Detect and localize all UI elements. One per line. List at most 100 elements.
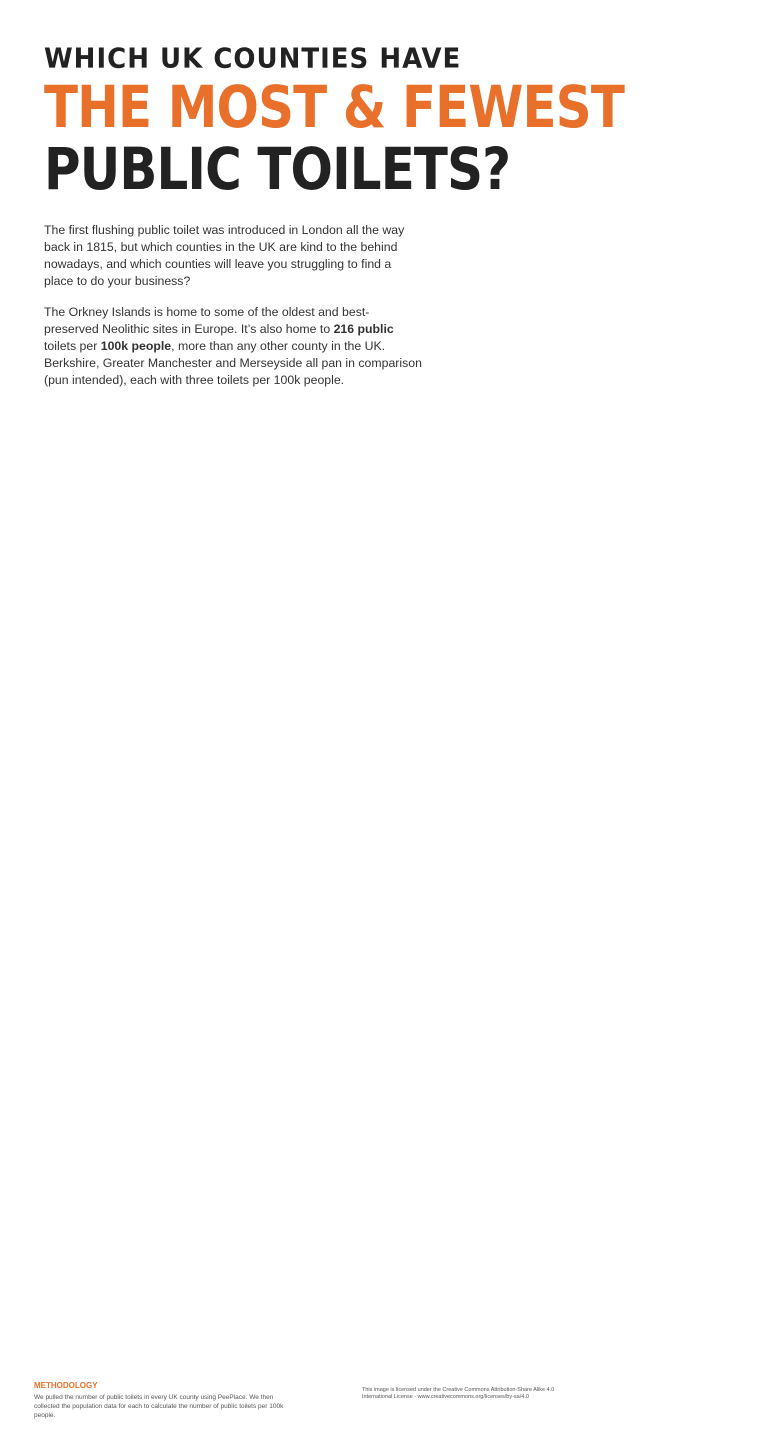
- county-marker: [283, 815, 305, 837]
- county-name: ESSEX: [588, 1171, 608, 1177]
- county-name: FIFE: [505, 706, 519, 712]
- county-value: 11: [620, 1109, 637, 1123]
- county-value: 11: [252, 879, 269, 893]
- county-name: NORTH LANARKSHIRE: [131, 829, 200, 835]
- county-value: 14: [504, 729, 521, 743]
- county-value: 8: [576, 649, 584, 663]
- county-marker: [679, 657, 701, 679]
- county-name: BLAENAU GWENT: [605, 551, 660, 557]
- county-marker: [305, 640, 327, 662]
- county-marker: [387, 580, 409, 602]
- county-name: NOTTING-HAMSHIRE: [582, 926, 647, 932]
- county-value: 7: [556, 884, 564, 898]
- county-name: CARDIFF: [631, 671, 658, 677]
- county-value: 7: [610, 904, 618, 918]
- county-value: 16: [572, 764, 589, 778]
- county-value: 8: [686, 661, 694, 675]
- county-name: DURHAM: [511, 869, 540, 875]
- county-marker: [514, 843, 536, 865]
- county-value: 16: [667, 529, 684, 543]
- intro-paragraph: The first flushing public toilet was int…: [44, 223, 405, 288]
- county-value: 28: [404, 889, 421, 903]
- county-marker: [645, 990, 667, 1012]
- county-value: 9: [406, 1211, 414, 1225]
- county-name: COUNTY ARMAGH: [151, 1014, 207, 1020]
- county-name: DUNDEE: [412, 681, 438, 687]
- county-name: WORCESTER-SHIRE: [692, 501, 753, 507]
- county-value: 38: [365, 709, 382, 723]
- county-name: PERTH & KINROSS: [344, 731, 401, 737]
- county-name: GREATER MANCHESTER: [333, 956, 407, 962]
- county-marker: [619, 740, 641, 762]
- county-value: 3: [599, 1272, 607, 1286]
- county-value: 87: [542, 439, 559, 453]
- county-marker: [206, 1005, 228, 1027]
- county-value: 18: [504, 684, 521, 698]
- county-name: NORTH YORKSHIRE: [482, 941, 542, 947]
- county-value: 8: [576, 704, 584, 718]
- county-name: STIRLING: [205, 701, 235, 707]
- county-value: 11: [127, 892, 144, 906]
- license-text: This image is licensed under the Creativ…: [362, 1387, 555, 1400]
- county-marker: [664, 1208, 686, 1230]
- county-marker: [579, 540, 601, 562]
- county-name: SURREY: [677, 1281, 703, 1287]
- county-marker: [692, 1117, 714, 1139]
- county-name: EAST LOTHIAN: [542, 816, 588, 822]
- county-marker: [429, 945, 451, 967]
- county-marker: [124, 888, 146, 910]
- county-value: 52: [297, 1264, 314, 1278]
- county-marker: [101, 720, 123, 742]
- county-value: 25: [552, 1049, 569, 1063]
- county-value: 8: [436, 949, 444, 963]
- county-marker: [572, 378, 594, 400]
- county-marker: [168, 988, 190, 1010]
- county-name: MERTHYR TYDFIL: [553, 726, 608, 732]
- county-marker: [435, 1235, 457, 1257]
- county-value: 15: [267, 849, 284, 863]
- county-value: 17: [682, 421, 699, 435]
- county-marker: [199, 810, 221, 832]
- county-name: WARWICK-SHIRE: [459, 1116, 511, 1122]
- county-marker: [647, 1160, 669, 1182]
- county-name: WEST DUNBARTONSHIRE: [121, 763, 200, 769]
- text: toilets per: [44, 339, 101, 353]
- county-name: SHROP-SHIRE: [658, 503, 701, 509]
- county-marker: [449, 830, 471, 852]
- county-marker: [179, 852, 201, 874]
- title-line: PUBLIC TOILETS?: [44, 135, 511, 203]
- county-marker: [569, 700, 591, 722]
- county-marker: [264, 845, 286, 867]
- county-name: MIDLOTHIAN: [490, 796, 530, 802]
- county-name: DUMFRIES & GALLOWA: [337, 886, 410, 892]
- landmass: [134, 395, 739, 1323]
- county-marker: [249, 875, 271, 897]
- legend: TOILETS PER 100K POPULATION FEWEST MOST: [43, 417, 345, 477]
- county-name: EAST SUSSEX: [654, 1234, 697, 1240]
- county-name: SHETLAND ISLANDS: [447, 436, 510, 442]
- county-name: CHESHIRE: [469, 1036, 501, 1042]
- county-value: 7: [664, 399, 672, 413]
- county-name: POWYS: [620, 511, 643, 517]
- county-marker: [609, 403, 631, 425]
- county-name: HAMPSHIRE: [534, 1296, 572, 1302]
- county-value: 12: [604, 1199, 621, 1213]
- county-value: 33: [286, 819, 303, 833]
- county-name: COUNTY DOWN: [193, 1031, 241, 1037]
- methodology-text: We pulled the number of public toilets i…: [34, 1394, 284, 1419]
- county-name: LINCOLNSHIRE: [565, 961, 612, 967]
- county-value: 216: [423, 484, 448, 498]
- county-marker: [119, 775, 141, 797]
- county-name: WILT-SHIRE: [444, 1211, 479, 1217]
- county-marker: [554, 790, 576, 812]
- county-name: BUCKINGHAMSHIRE: [672, 1114, 734, 1120]
- county-value: 12: [417, 659, 434, 673]
- county-name: MONMOUTH-SHIRE: [688, 589, 748, 595]
- county-name: GREATER LONDON: [629, 1186, 687, 1192]
- county-value: 5: [366, 504, 374, 518]
- county-value: 27: [122, 779, 139, 793]
- county-name: EAST RIDING OF YORKSHIRE: [546, 871, 635, 877]
- county-marker: [669, 477, 691, 499]
- county-marker: [542, 1270, 564, 1292]
- county-marker: [359, 930, 381, 952]
